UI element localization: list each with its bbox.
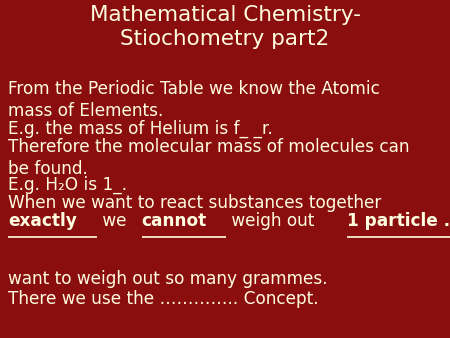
Text: There we use the ………….. Concept.: There we use the ………….. Concept. (8, 290, 319, 308)
Text: E.g. H₂O is 1_.: E.g. H₂O is 1_. (8, 176, 127, 194)
Text: weigh out: weigh out (226, 212, 320, 230)
Text: want to weigh out so many grammes.: want to weigh out so many grammes. (8, 270, 328, 288)
Text: cannot: cannot (142, 212, 207, 230)
Text: exactly: exactly (8, 212, 77, 230)
Text: Mathematical Chemistry-
Stiochometry part2: Mathematical Chemistry- Stiochometry par… (90, 5, 360, 49)
Text: Therefore the molecular mass of molecules can
be found.: Therefore the molecular mass of molecule… (8, 138, 410, 177)
Text: From the Periodic Table we know the Atomic
mass of Elements.: From the Periodic Table we know the Atom… (8, 80, 380, 120)
Text: When we want to react substances together: When we want to react substances togethe… (8, 194, 382, 212)
Text: 1 particle .: 1 particle . (347, 212, 450, 230)
Text: E.g. the mass of Helium is f_ _r.: E.g. the mass of Helium is f_ _r. (8, 120, 273, 138)
Text: we: we (97, 212, 131, 230)
